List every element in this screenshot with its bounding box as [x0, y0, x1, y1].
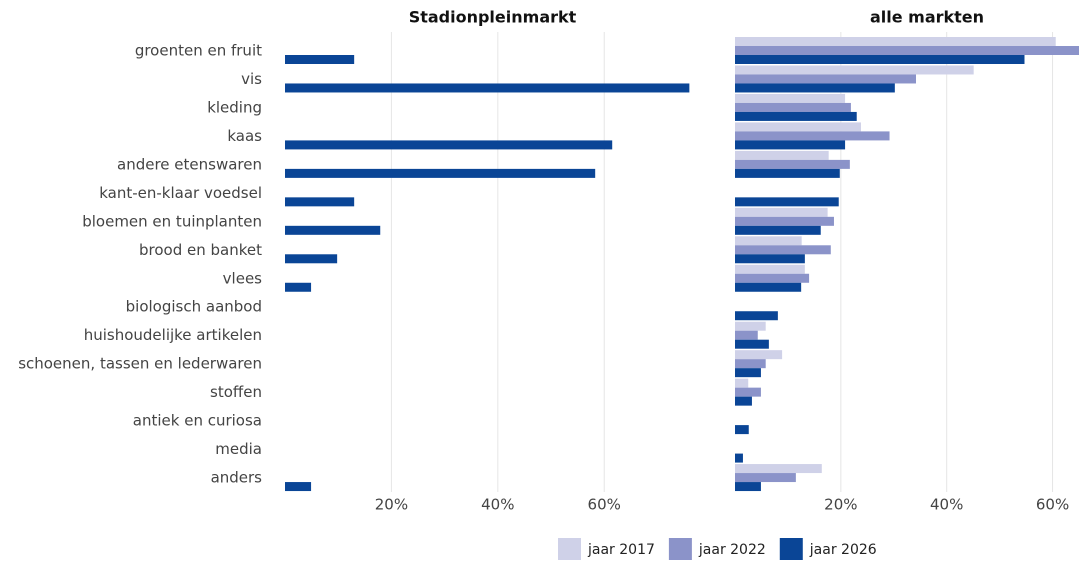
bar	[735, 264, 805, 274]
category-label: kant-en-klaar voedsel	[99, 184, 262, 202]
bar	[285, 83, 690, 93]
bar	[735, 453, 743, 463]
x-tick-label: 20%	[824, 496, 857, 514]
bar	[735, 207, 828, 217]
category-label: vis	[241, 70, 262, 88]
bar	[735, 273, 810, 283]
bar	[735, 225, 821, 235]
panel-title: Stadionpleinmarkt	[409, 8, 577, 27]
category-label: stoffen	[210, 383, 262, 401]
bar	[735, 396, 752, 406]
bar	[285, 225, 381, 235]
bar	[285, 140, 613, 150]
bar	[285, 168, 596, 178]
bar	[735, 282, 802, 292]
x-tick-label: 20%	[375, 496, 408, 514]
bar	[285, 282, 312, 292]
bar	[735, 339, 769, 349]
category-label: brood en banket	[139, 241, 262, 259]
legend-label: jaar 2017	[587, 542, 655, 558]
bar	[735, 350, 783, 360]
legend-swatch	[779, 538, 803, 560]
bar	[735, 473, 796, 483]
bar	[735, 131, 890, 141]
bar	[735, 425, 749, 435]
bar	[735, 168, 840, 178]
category-label: groenten en fruit	[135, 42, 262, 60]
legend-swatch	[668, 538, 692, 560]
bar	[735, 359, 766, 369]
bar	[735, 216, 834, 226]
x-tick-label: 60%	[588, 496, 621, 514]
bar	[735, 330, 758, 340]
bar	[735, 122, 861, 132]
category-label: bloemen en tuinplanten	[82, 212, 262, 230]
legend-label: jaar 2026	[809, 542, 877, 558]
bar	[735, 37, 1056, 46]
bar	[735, 245, 831, 255]
category-label: kaas	[227, 127, 262, 145]
panel-title: alle markten	[870, 8, 984, 27]
bar	[735, 236, 802, 246]
bar	[735, 150, 829, 160]
category-label: huishoudelijke artikelen	[84, 326, 262, 344]
bar	[735, 111, 857, 121]
category-label: biologisch aanbod	[126, 298, 262, 316]
legend-swatch	[558, 538, 581, 560]
bar	[735, 93, 846, 103]
bar	[735, 482, 761, 492]
bar	[285, 55, 355, 64]
category-label: schoenen, tassen en lederwaren	[18, 355, 262, 373]
bar	[735, 368, 761, 378]
bar	[735, 254, 805, 264]
category-label: kleding	[207, 98, 262, 116]
x-tick-label: 40%	[481, 496, 514, 514]
bar	[735, 197, 839, 207]
bar	[285, 482, 312, 492]
category-label: anders	[211, 469, 263, 487]
category-label: antiek en curiosa	[133, 412, 262, 430]
category-label: media	[215, 440, 262, 458]
bar	[735, 378, 749, 388]
bar	[735, 74, 916, 84]
bar	[285, 197, 355, 207]
bar	[285, 254, 338, 264]
category-label: andere etenswaren	[117, 155, 262, 173]
bar	[735, 321, 766, 331]
bar	[735, 65, 974, 75]
x-tick-label: 40%	[930, 496, 963, 514]
category-label: vlees	[223, 269, 263, 287]
bar	[735, 464, 822, 474]
bar	[735, 311, 778, 321]
bar	[735, 387, 761, 397]
bar	[735, 46, 1079, 55]
x-tick-label: 60%	[1036, 496, 1069, 514]
bar	[735, 140, 846, 150]
bar	[735, 83, 895, 93]
legend-label: jaar 2022	[698, 542, 766, 558]
bar	[735, 102, 851, 112]
bar	[735, 55, 1025, 64]
bar	[735, 159, 850, 169]
